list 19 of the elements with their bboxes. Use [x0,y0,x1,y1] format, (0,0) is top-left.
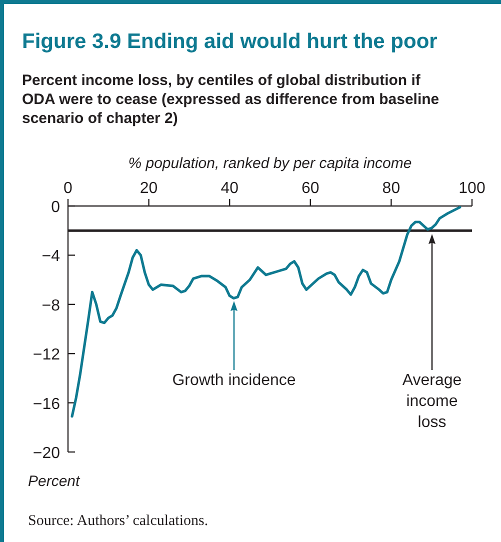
annotation: Average income loss [402,372,462,431]
y-tick-label: −8 [42,297,60,314]
y-tick-label: 0 [51,199,60,216]
y-tick-label: −4 [42,248,60,266]
x-tick-label: 60 [302,180,320,197]
y-tick-label: −16 [32,396,60,413]
y-tick-label: −20 [32,445,60,462]
x-tick-label: 0 [64,180,73,197]
y-tick-label: −12 [32,346,60,364]
x-tick-label: 20 [140,180,158,197]
chart-subtitle: Percent income loss, by centiles of global distribution if ODA were to cease (expressed as difference from baseline scenario of chapter 2) [22,72,440,127]
y-axis-title: Percent [28,473,81,490]
x-tick-label: 80 [382,180,400,197]
annotation: Growth incidence [172,372,296,389]
source-note: Source: Authors’ calculations. [28,513,208,529]
x-tick-label: 100 [458,180,486,197]
x-axis-title: % population, ranked by per capita income [128,155,412,172]
x-tick-label: 40 [220,180,239,197]
chart-title: Figure 3.9 Ending aid would hurt the poor [22,30,438,53]
